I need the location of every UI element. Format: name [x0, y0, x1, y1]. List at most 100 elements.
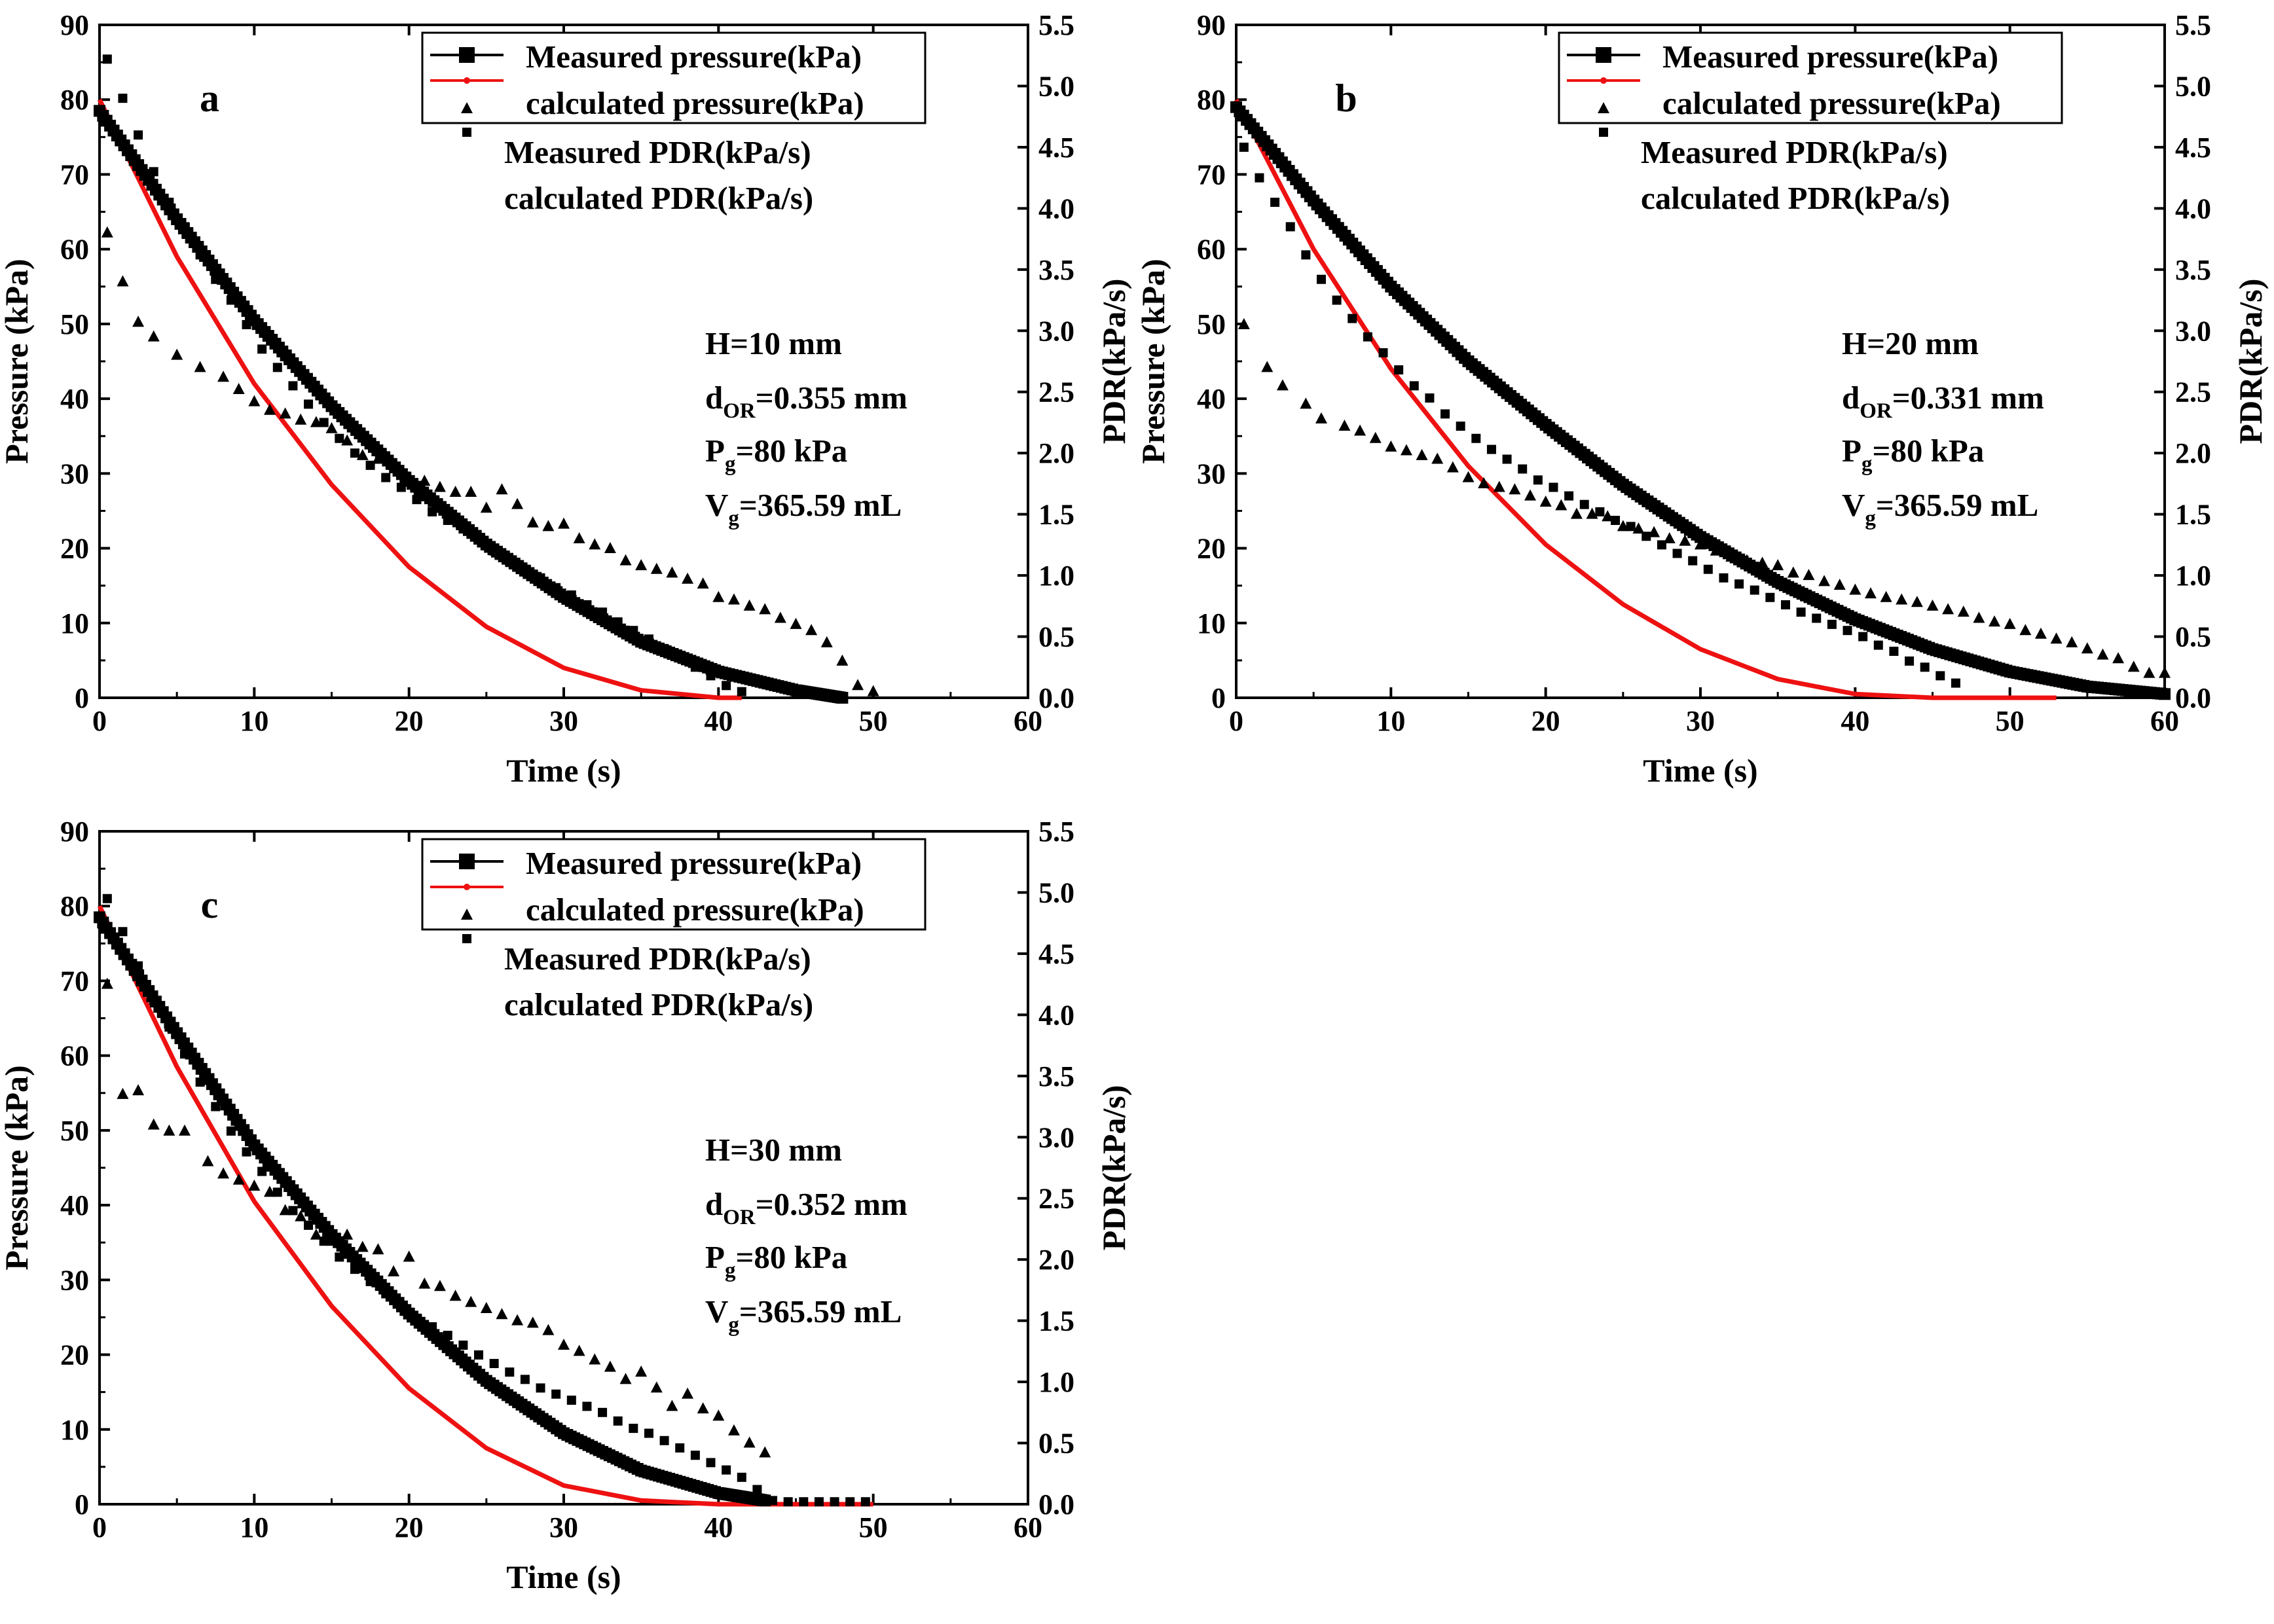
parameter-main: V	[705, 487, 728, 523]
calculated-pdr-point	[365, 460, 375, 470]
y-tick-label: 10	[60, 607, 89, 640]
measured-pdr-point	[1617, 520, 1629, 532]
parameter-value: =365.59 mL	[739, 1293, 902, 1329]
calculated-pdr-point	[1285, 222, 1295, 232]
y2-tick-label: 0.5	[1038, 621, 1074, 653]
measured-pdr-point	[248, 1180, 261, 1191]
measured-pdr-point	[573, 1344, 585, 1356]
calculated-pdr-point	[566, 590, 576, 600]
calculated-pdr-point	[474, 1350, 484, 1360]
x-tick-label: 30	[1686, 705, 1715, 737]
x-tick-label: 0	[1229, 705, 1243, 737]
measured-pdr-point	[558, 517, 570, 529]
calculated-pdr-point	[288, 381, 298, 391]
panel-label: c	[201, 883, 219, 926]
calculated-pdr-point	[304, 399, 314, 409]
legend-swatch-marker	[464, 77, 470, 84]
parameter-value: =0.352 mm	[756, 1186, 908, 1222]
measured-pdr-point	[232, 382, 245, 394]
measured-pdr-point	[820, 636, 833, 647]
x-tick-label: 50	[1996, 705, 2025, 737]
legend-label: calculated PDR(kPa/s)	[504, 986, 813, 1022]
calculated-pdr-point	[396, 1301, 406, 1311]
plot-frame	[98, 830, 1029, 1506]
calculated-pdr-point	[1703, 564, 1713, 574]
calculated-pdr-point	[1905, 656, 1915, 666]
legend-label: calculated pressure(kPa)	[1662, 85, 2001, 121]
calculated-pdr-point	[179, 222, 189, 232]
measured-pdr-point	[650, 562, 663, 574]
y2-tick-label: 4.0	[2175, 192, 2211, 225]
measured-pdr-point	[163, 1124, 175, 1136]
y2-tick-label: 2.0	[1038, 437, 1074, 469]
measured-pdr-point	[759, 603, 771, 615]
chart-panel-a: 0 10 20 30 40 50 60 0 10 20 30 40 50 60 70 80 90 0.0 0.5 1.…	[0, 9, 1132, 789]
calculated-pdr-series	[1239, 142, 1960, 688]
x-tick-label: 50	[859, 1511, 888, 1543]
calculated-pdr-point	[551, 1389, 561, 1399]
measured-pdr-point	[759, 1446, 771, 1458]
calculated-pdr-point	[845, 1497, 855, 1507]
measured-pdr-point	[101, 226, 113, 238]
y2-tick-label: 2.0	[2175, 437, 2211, 469]
measured-pdr-point	[248, 395, 261, 406]
calculated-pdr-point	[520, 564, 530, 574]
calculated-pdr-point	[783, 1497, 793, 1507]
legend-box	[421, 31, 926, 124]
parameter-subscript: g	[1861, 452, 1873, 476]
measured-pdr-point	[465, 1295, 477, 1307]
x-tick-label: 20	[395, 1511, 424, 1543]
legend-label: Measured PDR(kPa/s)	[504, 941, 811, 977]
parameter-value: =0.355 mm	[756, 380, 908, 416]
parameter-subscript: g	[1865, 507, 1876, 530]
calculated-pdr-point	[211, 1102, 221, 1111]
legend-swatch-marker	[459, 854, 475, 869]
legend: Measured pressure(kPa) calculated pressur…	[421, 31, 926, 216]
measured-pdr-point	[1493, 480, 1505, 492]
calculated-pdr-point	[814, 1497, 824, 1507]
measured-pdr-point	[295, 1210, 307, 1221]
calculated-pdr-point	[179, 1049, 189, 1059]
parameter-line: H=10 mm	[705, 325, 842, 361]
y2-tick-label: 2.0	[1038, 1244, 1074, 1276]
measured-pdr-point	[418, 475, 431, 486]
measured-pdr-point	[310, 416, 322, 427]
calculated-pdr-point	[1873, 640, 1883, 650]
calculated-pdr-point	[1765, 592, 1775, 602]
measured-pdr-point	[217, 370, 230, 382]
measured-pdr-point	[604, 1360, 616, 1372]
calculated-pdr-point	[536, 573, 545, 583]
legend-label: Measured pressure(kPa)	[526, 39, 862, 75]
calculated-pdr-point	[335, 433, 344, 443]
measured-pdr-point	[1818, 575, 1831, 586]
measured-pdr-point	[295, 413, 307, 425]
calculated-pdr-point	[706, 1458, 716, 1468]
y2-tick-label: 1.5	[1038, 499, 1074, 531]
measured-pdr-point	[1740, 554, 1753, 566]
calculated-pdr-point	[1843, 626, 1852, 636]
calculated-pdr-point	[1796, 607, 1806, 617]
calculated-pdr-point	[690, 1451, 700, 1460]
calculated-pdr-point	[428, 507, 437, 516]
calculated-pdr-point	[1533, 475, 1543, 485]
legend-label: Measured pressure(kPa)	[526, 845, 862, 881]
legend-label: Measured PDR(kPa/s)	[1641, 134, 1948, 170]
y2-tick-label: 1.5	[2175, 499, 2211, 531]
measured-pdr-point	[836, 654, 849, 666]
measured-pdr-point	[341, 1228, 354, 1240]
measured-pdr-point	[682, 572, 694, 584]
measured-pdr-point	[1942, 603, 1954, 615]
measured-pdr-point	[325, 1235, 338, 1246]
y-axis-title: Pressure (kPa)	[1135, 259, 1171, 463]
measured-pdr-point	[542, 520, 555, 532]
measured-pdr-point	[372, 452, 384, 464]
measured-pdr-point	[589, 1353, 601, 1365]
calculated-pdr-point	[722, 681, 731, 691]
x-tick-label: 40	[704, 705, 733, 737]
measured-pdr-point	[1695, 538, 1706, 550]
legend: Measured pressure(kPa) calculated pressur…	[1558, 31, 2063, 216]
y-tick-label: 0	[75, 682, 89, 714]
legend-swatch-marker	[459, 47, 475, 63]
y-tick-label: 90	[60, 816, 89, 848]
measured-pdr-point	[526, 516, 539, 528]
